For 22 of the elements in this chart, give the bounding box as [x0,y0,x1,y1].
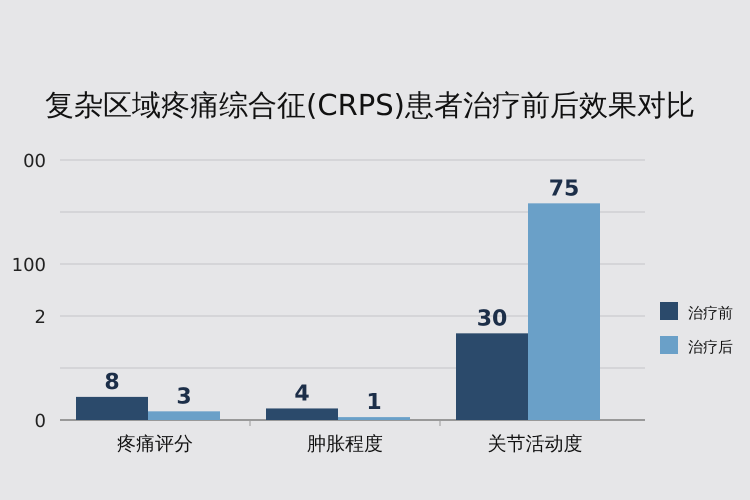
text: 00 [23,151,46,172]
text: 2 [34,307,46,328]
data-label: 3 [176,384,192,410]
bar [338,417,410,420]
data-label: 4 [294,381,310,406]
bar [456,333,528,420]
data-label: 75 [548,176,580,202]
text: 0 [34,411,46,432]
chart-title: 复杂区域疼痛综合征(CRPS)患者治疗前后效果对比 [45,88,695,122]
legend-label: 治疗前 [688,304,733,322]
x-tick-label: 关节活动度 [488,433,582,455]
text: 100 [12,255,46,276]
legend-label: 治疗后 [688,338,733,356]
x-tick-label: 疼痛评分 [117,433,193,455]
bar [266,408,338,420]
bar [76,396,148,420]
x-tick-label: 肿胀程度 [307,433,383,455]
bar [148,411,220,420]
data-label: 1 [366,390,382,416]
bar [528,203,600,420]
data-label: 8 [104,370,120,395]
data-label: 30 [476,306,508,332]
